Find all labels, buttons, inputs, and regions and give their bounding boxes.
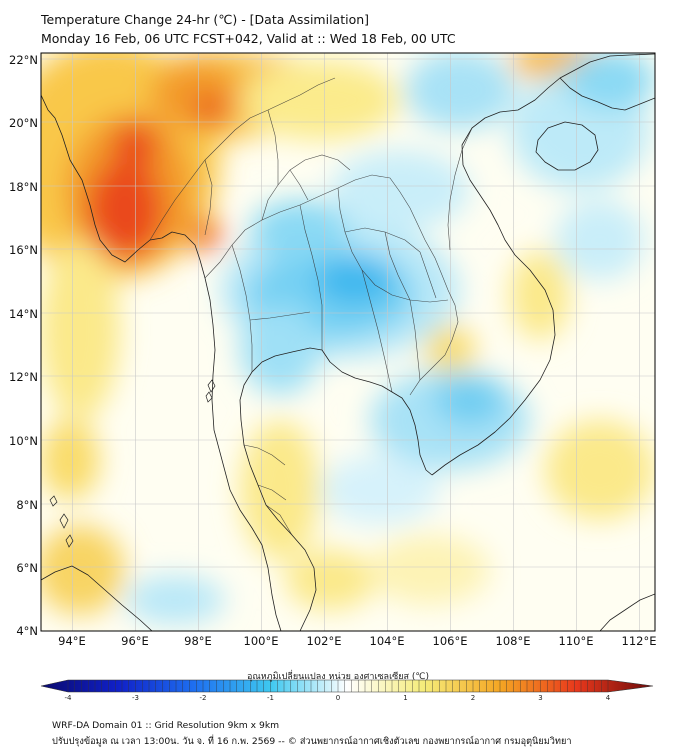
admin-borders [149, 77, 473, 536]
colorbar-tick-label: -2 [199, 694, 207, 702]
colorbar-tick-label: 3 [538, 694, 543, 702]
lat-label-12: 12°N [9, 370, 38, 384]
chart-title: Temperature Change 24-hr (℃) - [Data Ass… [41, 12, 370, 27]
colorbar-tick-label: 1 [403, 694, 408, 702]
lat-label-4: 4°N [16, 624, 38, 638]
colorbar-tick-label: 4 [605, 694, 611, 702]
lon-label-96: 96°E [121, 634, 149, 648]
colorbar [40, 679, 654, 693]
map-frame [40, 52, 656, 632]
colorbar-tick-label: 0 [335, 694, 341, 702]
graticule [41, 53, 655, 631]
colorbar-tick-label: -3 [132, 694, 139, 702]
colorbar-tick-label: -4 [64, 694, 72, 702]
colorbar-label: อุณหภูมิเปลี่ยนแปลง หน่วย องศาเซลเซียส (… [246, 672, 430, 682]
lat-label-22: 22°N [9, 53, 38, 67]
lon-label-100: 100°E [243, 634, 279, 648]
islands [49, 379, 216, 548]
colorbar-tick-label: 2 [470, 694, 476, 702]
lon-label-112: 112°E [621, 634, 657, 648]
lon-label-94: 94°E [58, 634, 86, 648]
footer-credit: ปรับปรุงข้อมูล ณ เวลา 13:00น. วัน จ. ที่… [52, 736, 572, 747]
lon-label-104: 104°E [369, 634, 405, 648]
colorbar-tick-label: -1 [267, 694, 274, 702]
footer-model-info: WRF-DA Domain 01 :: Grid Resolution 9km … [52, 720, 280, 731]
lat-label-8: 8°N [16, 498, 38, 512]
lat-label-18: 18°N [9, 180, 38, 194]
chart-subtitle: Monday 16 Feb, 06 UTC FCST+042, Valid at… [41, 31, 456, 46]
lon-label-98: 98°E [184, 634, 212, 648]
lon-label-106: 106°E [432, 634, 468, 648]
coastlines [41, 53, 655, 631]
lat-label-6: 6°N [16, 561, 38, 575]
lon-label-108: 108°E [495, 634, 531, 648]
lon-label-102: 102°E [306, 634, 342, 648]
lat-label-16: 16°N [9, 243, 38, 257]
lat-label-14: 14°N [9, 307, 38, 321]
lat-label-20: 20°N [9, 116, 38, 130]
temperature-field [41, 53, 655, 625]
lon-label-110: 110°E [558, 634, 594, 648]
lat-label-10: 10°N [9, 434, 38, 448]
